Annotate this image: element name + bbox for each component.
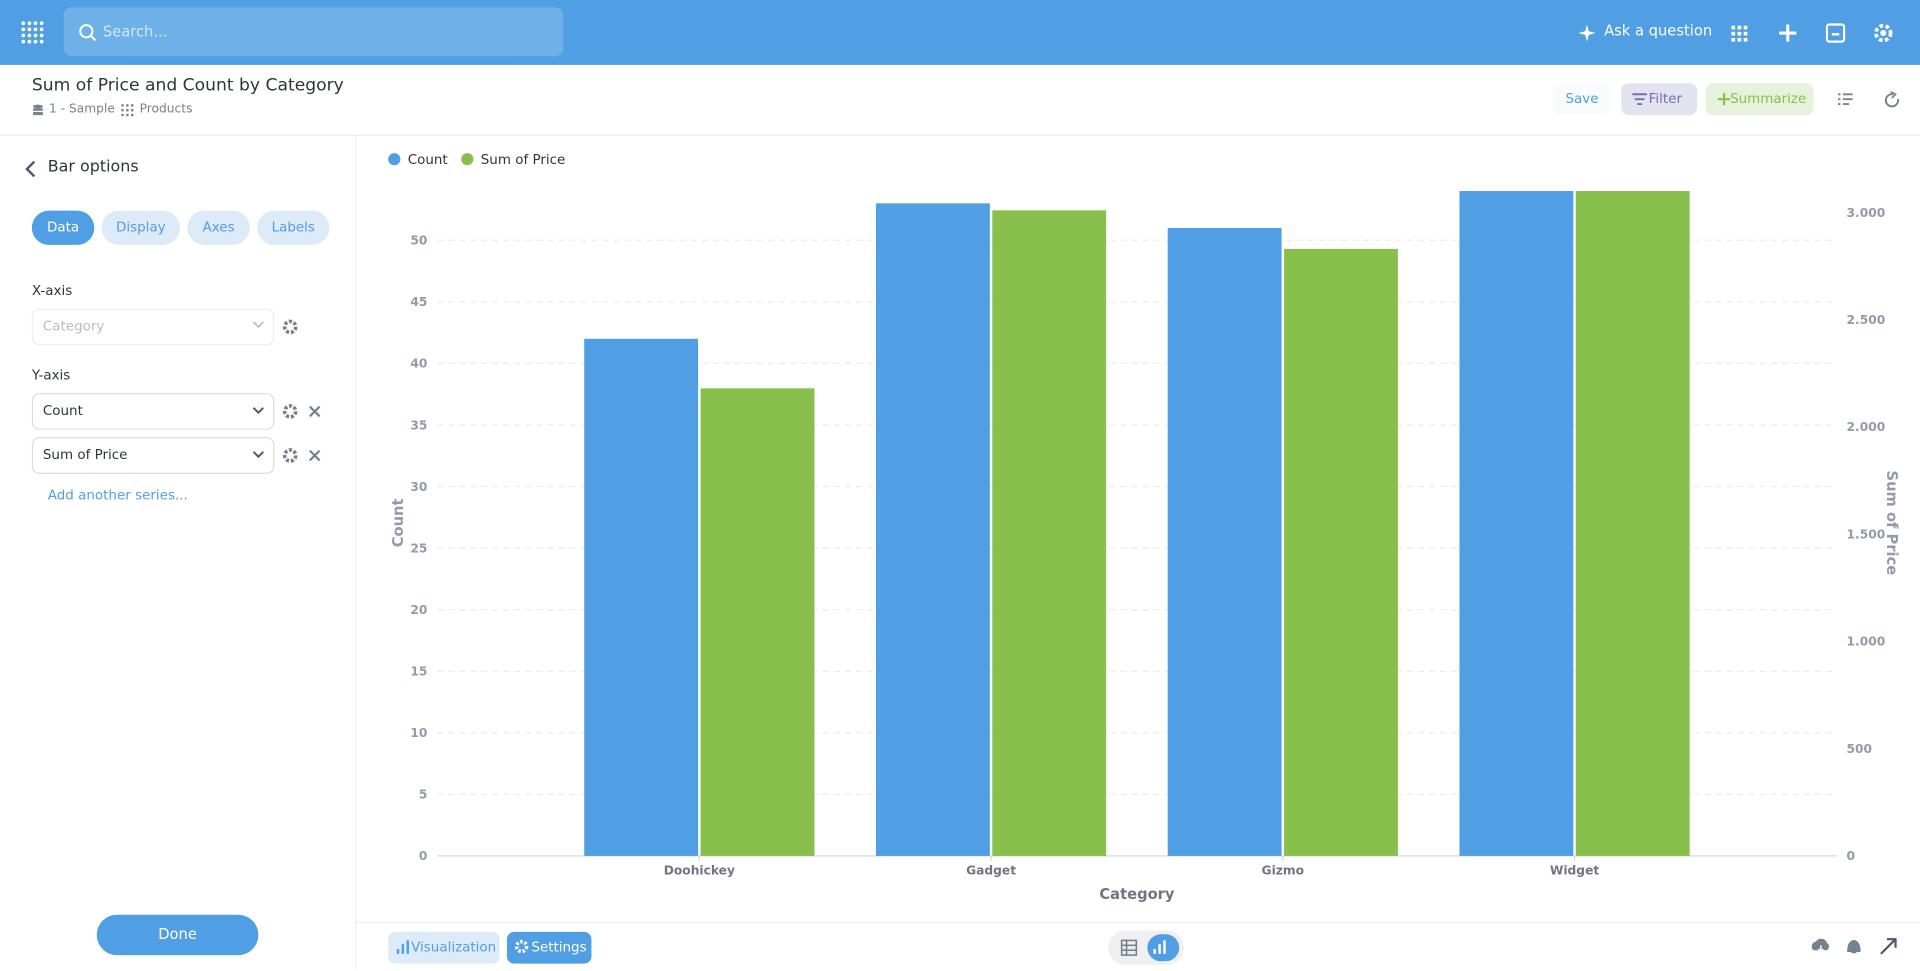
- search[interactable]: Search...: [63, 7, 564, 57]
- y-tick-label: 20: [410, 603, 427, 617]
- legend-label: Sum of Price: [481, 153, 566, 168]
- footer-icons: [396, 939, 529, 954]
- y2-axis-title: Sum of Price: [1883, 470, 1900, 575]
- y2-tick-label: 3.000: [1847, 206, 1886, 220]
- x-axis-title: Category: [1099, 886, 1175, 903]
- settings-button[interactable]: Settings: [506, 931, 592, 964]
- x-axis-label: X-axis: [31, 282, 73, 299]
- y2-tick-label: 2.500: [1847, 313, 1886, 327]
- plus-icon: [1717, 93, 1731, 106]
- logo[interactable]: [20, 20, 47, 47]
- y2-tick-label: 1.000: [1847, 635, 1886, 649]
- table-icon: [121, 104, 134, 117]
- x-axis-select[interactable]: Category: [31, 308, 275, 346]
- y-tick-label: 10: [410, 726, 427, 740]
- db-icon: [33, 104, 43, 116]
- footer-actions[interactable]: [1810, 936, 1901, 958]
- chart-toggle[interactable]: [1147, 934, 1180, 962]
- filter-icon: [1632, 93, 1647, 106]
- chart: 0510152025303540455005001.0001.5002.0002…: [388, 153, 1900, 903]
- tab[interactable]: Display: [101, 210, 181, 245]
- x-tick-label: Doohickey: [664, 863, 735, 877]
- sparkle-icon: [1578, 24, 1596, 42]
- tab[interactable]: Labels: [257, 210, 330, 245]
- y-tick-label: 35: [410, 418, 427, 432]
- save-button[interactable]: Save: [1552, 83, 1612, 116]
- y-axis-select[interactable]: Count: [31, 393, 275, 430]
- sidebar-title: Bar options: [47, 157, 139, 177]
- done-button[interactable]: Done: [96, 914, 259, 956]
- search-icon: [79, 24, 97, 42]
- x-tick-label: Widget: [1550, 863, 1600, 877]
- y-tick-label: 30: [410, 480, 427, 494]
- add-series[interactable]: Add another series...: [47, 487, 188, 504]
- table-crumb[interactable]: Products: [139, 102, 193, 117]
- y2-tick-label: 0: [1847, 849, 1856, 863]
- sidebar: [0, 134, 357, 970]
- y-tick-label: 15: [410, 665, 427, 679]
- database-crumb[interactable]: 1 - Sample: [48, 102, 115, 117]
- x-tick-label: Gadget: [966, 863, 1016, 877]
- question-icons[interactable]: [1837, 91, 1901, 108]
- ask-question[interactable]: Ask a question: [1604, 22, 1713, 40]
- back-icon[interactable]: [24, 160, 36, 178]
- y-tick-label: 5: [419, 788, 428, 802]
- y-tick-label: 0: [419, 849, 428, 863]
- nav-icons[interactable]: [1729, 22, 1900, 44]
- bar: [992, 210, 1107, 856]
- legend-label: Count: [408, 153, 448, 168]
- y-tick-label: 50: [410, 234, 427, 248]
- x-tick-label: Gizmo: [1262, 863, 1305, 877]
- bar: [1167, 227, 1282, 856]
- field-icons[interactable]: [250, 316, 331, 468]
- y-tick-label: 45: [410, 295, 427, 309]
- tab[interactable]: Axes: [187, 210, 250, 245]
- y2-tick-label: 2.000: [1847, 420, 1886, 434]
- y-tick-label: 40: [410, 357, 427, 371]
- bar: [1459, 191, 1574, 856]
- toggle-icons: [1120, 939, 1166, 956]
- legend-swatch: [461, 153, 474, 166]
- bar: [1284, 248, 1398, 856]
- filter-button[interactable]: Filter: [1621, 83, 1698, 116]
- bar: [875, 203, 990, 856]
- y-axis-select[interactable]: Sum of Price: [31, 437, 275, 474]
- question-title: Sum of Price and Count by Category: [31, 75, 344, 96]
- y-axis-title: Count: [390, 498, 407, 547]
- visualization-button[interactable]: Visualization: [388, 931, 500, 964]
- y2-tick-label: 500: [1847, 742, 1873, 756]
- bar: [700, 388, 815, 856]
- y-tick-label: 25: [410, 541, 427, 555]
- bar: [584, 338, 699, 856]
- legend-swatch: [388, 153, 401, 166]
- y2-tick-label: 1.500: [1847, 527, 1886, 541]
- y-axis-label: Y-axis: [31, 367, 71, 384]
- question-header: [0, 65, 1920, 136]
- bar: [1575, 191, 1690, 856]
- footer: [356, 922, 1920, 971]
- tab[interactable]: Data: [31, 210, 95, 245]
